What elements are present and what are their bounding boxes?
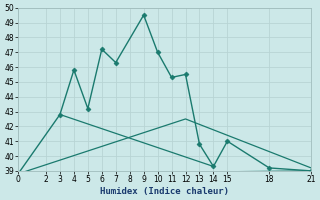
X-axis label: Humidex (Indice chaleur): Humidex (Indice chaleur)	[100, 187, 229, 196]
